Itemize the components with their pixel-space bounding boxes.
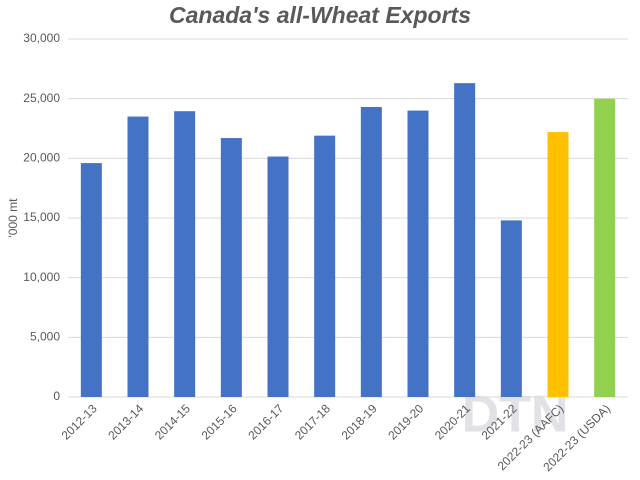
bar: [267, 156, 289, 397]
y-tick-label: 25,000: [23, 91, 60, 105]
x-tick-label: 2017-18: [292, 401, 333, 442]
chart-title: Canada's all-Wheat Exports: [169, 2, 471, 28]
x-tick-label: 2014-15: [152, 401, 193, 442]
y-tick-label: 20,000: [23, 151, 60, 165]
x-tick-label: 2015-16: [199, 401, 240, 442]
y-tick-label: 10,000: [23, 270, 60, 284]
bar: [127, 116, 149, 398]
bar: [407, 110, 429, 397]
bar: [547, 132, 569, 397]
bar: [500, 220, 522, 397]
x-tick-label: 2013-14: [105, 401, 146, 442]
y-tick-label: 15,000: [23, 210, 60, 224]
bar: [454, 83, 476, 398]
bar: [220, 138, 242, 397]
y-tick-label: 0: [53, 389, 60, 403]
x-tick-label: 2012-13: [59, 401, 100, 442]
x-tick-label: 2018-19: [339, 401, 380, 442]
y-axis-label: '000 mt: [6, 198, 20, 238]
y-tick-label: 30,000: [23, 31, 60, 45]
bar: [314, 135, 336, 397]
bar: [594, 98, 616, 398]
bar: [174, 111, 196, 398]
x-tick-label: 2016-17: [245, 401, 286, 442]
y-tick-label: 5,000: [30, 330, 60, 344]
bar: [360, 107, 382, 398]
bar: [80, 163, 102, 397]
x-tick-label: 2019-20: [385, 401, 426, 442]
